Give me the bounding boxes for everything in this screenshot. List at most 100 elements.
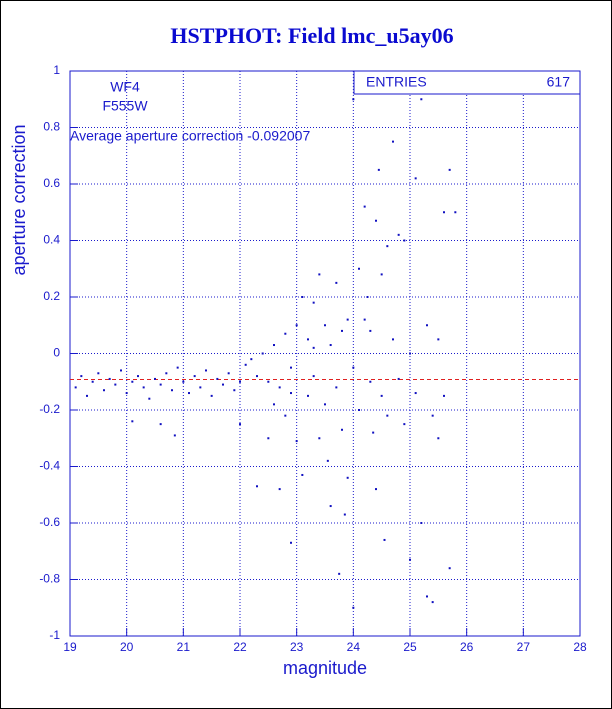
point <box>329 344 332 347</box>
y-tick-label: 1 <box>53 63 60 77</box>
point <box>278 386 281 389</box>
point <box>352 366 355 369</box>
point <box>125 392 128 395</box>
x-tick-label: 28 <box>573 640 587 654</box>
point <box>392 338 394 341</box>
point <box>326 459 329 462</box>
point <box>256 485 258 488</box>
point <box>97 372 100 375</box>
point <box>154 377 156 380</box>
point <box>392 140 394 143</box>
stats-label: ENTRIES <box>366 74 427 90</box>
point <box>358 409 360 411</box>
y-tick-label: 0.2 <box>43 289 60 303</box>
point <box>380 273 383 276</box>
point <box>437 338 440 341</box>
x-axis-label: magnitude <box>283 658 367 678</box>
point <box>397 377 400 380</box>
y-tick-label: -1 <box>49 628 60 642</box>
point <box>103 389 105 392</box>
point <box>222 383 224 386</box>
y-tick-label: 0.6 <box>43 176 60 190</box>
point <box>437 437 440 440</box>
point <box>301 473 304 476</box>
point <box>329 505 332 508</box>
point <box>366 296 369 298</box>
annotation: Average aperture correction -0.092007 <box>70 128 310 144</box>
point <box>273 344 275 347</box>
point <box>267 437 270 440</box>
point <box>273 403 275 406</box>
point <box>386 245 389 248</box>
point <box>165 372 168 375</box>
point <box>414 392 417 395</box>
x-tick-label: 19 <box>63 640 77 654</box>
point <box>341 329 343 332</box>
x-tick-label: 20 <box>120 640 134 654</box>
point <box>372 431 375 434</box>
point <box>338 572 341 575</box>
point <box>414 177 417 180</box>
point <box>131 420 134 423</box>
annotation: WF4 <box>110 79 140 95</box>
point <box>199 386 202 389</box>
stats-value: 617 <box>547 74 571 90</box>
x-tick-label: 23 <box>290 640 304 654</box>
point <box>74 386 77 389</box>
point <box>443 394 445 397</box>
x-tick-label: 26 <box>460 640 474 654</box>
point <box>239 380 241 383</box>
point <box>369 380 372 383</box>
point <box>91 380 94 383</box>
point <box>233 389 236 392</box>
point <box>307 338 309 341</box>
point <box>295 324 298 327</box>
point <box>343 513 346 516</box>
point <box>312 346 315 349</box>
point <box>239 423 241 426</box>
point <box>148 397 151 400</box>
y-tick-label: 0 <box>53 346 60 360</box>
point <box>454 211 457 214</box>
x-tick-label: 27 <box>517 640 531 654</box>
point <box>290 366 292 369</box>
point <box>171 389 173 392</box>
point <box>159 383 162 386</box>
y-tick-label: 0.8 <box>43 120 60 134</box>
point <box>312 375 315 378</box>
point <box>131 380 134 383</box>
point <box>227 372 230 375</box>
point <box>261 352 264 355</box>
x-tick-label: 24 <box>347 640 361 654</box>
point <box>142 386 145 389</box>
point <box>216 377 219 380</box>
point <box>335 386 338 389</box>
point <box>341 428 343 431</box>
point <box>377 168 380 171</box>
y-tick-label: -0.6 <box>39 515 60 529</box>
point <box>250 358 253 361</box>
point <box>352 606 355 609</box>
annotation: F555W <box>102 98 148 114</box>
point <box>386 414 389 417</box>
point <box>80 375 83 378</box>
point <box>358 267 360 270</box>
point <box>193 375 196 378</box>
point <box>448 168 451 171</box>
point <box>346 318 349 321</box>
point <box>409 558 411 561</box>
point <box>173 434 176 437</box>
point <box>431 601 434 604</box>
point <box>363 205 366 208</box>
x-tick-label: 21 <box>177 640 191 654</box>
point <box>352 98 355 101</box>
point <box>244 363 247 366</box>
point <box>324 324 326 327</box>
chart-title: HSTPHOT: Field lmc_u5ay06 <box>170 23 453 48</box>
point <box>205 369 207 372</box>
point <box>120 369 122 372</box>
stats-box <box>353 70 581 95</box>
point <box>295 440 298 443</box>
